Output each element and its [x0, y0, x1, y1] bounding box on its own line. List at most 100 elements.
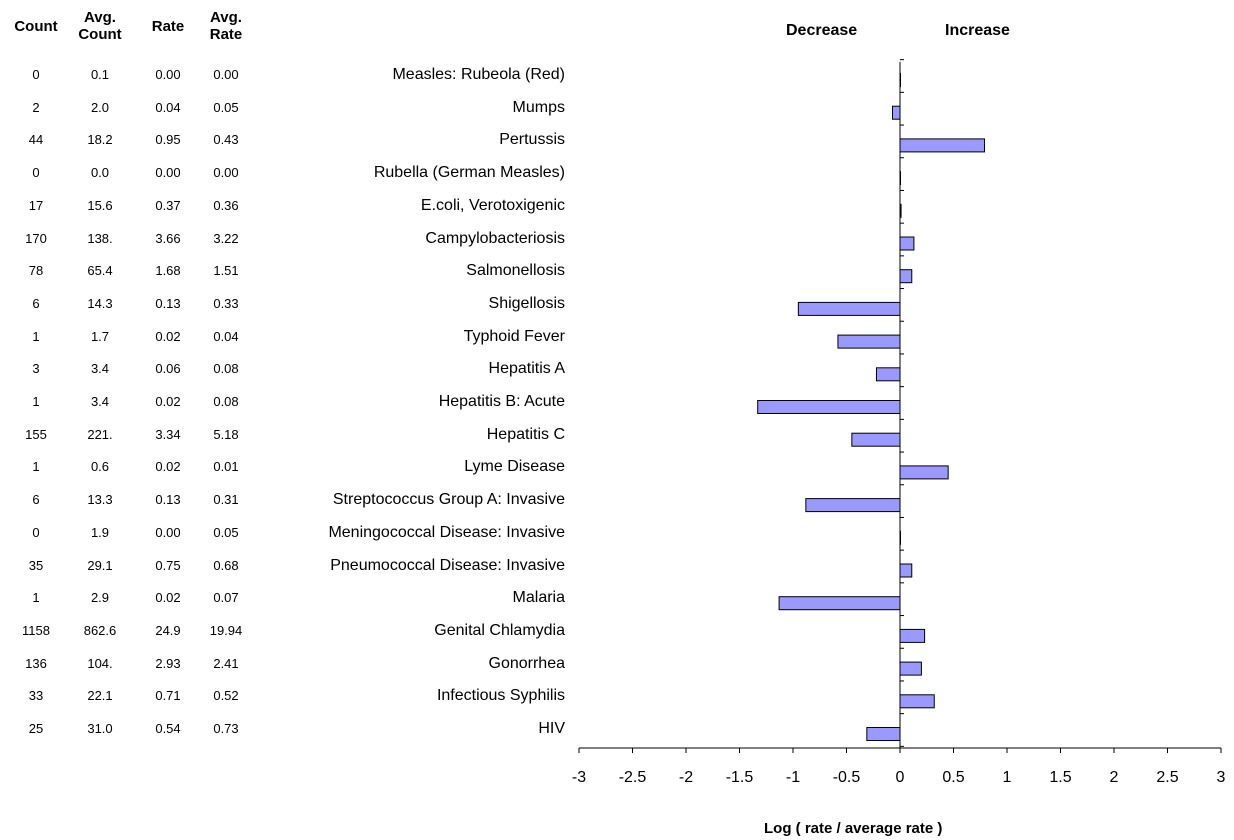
table-cell-avg-rate: 0.05	[213, 99, 239, 115]
category-label: Pertussis	[499, 131, 565, 149]
table-cell-avg-rate: 0.08	[213, 394, 239, 409]
header-count: Count	[14, 18, 58, 35]
header-avg-count: Avg. Count	[78, 9, 122, 43]
bar	[805, 498, 901, 513]
table-cell-rate: 2.93	[155, 655, 181, 671]
table-cell-avg-rate: 1.51	[213, 263, 239, 279]
category-label: Meningococcal Disease: Invasive	[328, 523, 565, 541]
table-cell-avg-count: 65.4	[87, 263, 113, 279]
table-cell-count: 6	[32, 295, 40, 311]
table-cell-avg-rate: 3.22	[213, 230, 239, 246]
table-cell-avg-count: 104.	[87, 655, 113, 671]
bar	[778, 596, 901, 611]
table-cell-avg-rate: 0.36	[213, 197, 239, 213]
table-cell-rate: 0.00	[155, 165, 181, 181]
table-cell-avg-count: 2.0	[90, 99, 110, 115]
table-cell-avg-count: 22.1	[87, 688, 113, 704]
category-label: E.coli, Verotoxigenic	[420, 196, 565, 214]
increase-label: Increase	[945, 22, 1010, 39]
table-cell-avg-count: 2.9	[90, 590, 110, 606]
category-label: Pneumococcal Disease: Invasive	[330, 556, 565, 574]
x-axis-label: Log ( rate / average rate )	[764, 820, 943, 837]
table-cell-avg-count: 14.3	[87, 295, 113, 311]
table-cell-avg-count: 0.1	[90, 67, 110, 82]
x-tick-label: -1.5	[726, 769, 754, 786]
table-cell-avg-rate: 0.43	[213, 132, 239, 148]
table-cell-rate: 24.9	[155, 622, 181, 638]
bar	[899, 563, 913, 578]
table-cell-avg-count: 31.0	[87, 721, 113, 736]
table-cell-avg-count: 0.6	[90, 459, 110, 475]
table-cell-avg-rate: 0.00	[213, 165, 239, 181]
table-cell-avg-rate: 0.05	[213, 524, 239, 540]
table-cell-avg-rate: 0.33	[213, 295, 239, 311]
category-label: HIV	[538, 720, 565, 737]
x-tick-label: -2.5	[619, 769, 647, 786]
x-tick-label: -0.5	[833, 769, 861, 786]
table-cell-count: 6	[32, 492, 40, 508]
table-cell-avg-rate: 0.52	[213, 688, 239, 704]
decrease-label: Decrease	[786, 22, 858, 39]
table-cell-avg-count: 221.	[87, 426, 113, 442]
table-cell-avg-count: 3.4	[90, 361, 110, 377]
table-cell-avg-count: 0.0	[90, 165, 110, 181]
category-label: Mumps	[512, 98, 565, 116]
table-cell-rate: 0.02	[155, 328, 181, 344]
table-cell-avg-count: 3.4	[90, 394, 110, 409]
table-cell-count: 1158	[22, 622, 50, 638]
x-tick-label: 1.5	[1049, 769, 1071, 786]
table-cell-avg-rate: 0.68	[213, 557, 239, 573]
table-cell-avg-count: 1.9	[90, 524, 110, 540]
table-cell-count: 1	[32, 394, 40, 409]
table-cell-rate: 0.37	[155, 197, 181, 213]
table-cell-rate: 0.06	[155, 361, 181, 377]
table-cell-rate: 0.00	[155, 524, 181, 540]
bar	[899, 203, 902, 218]
bar	[899, 694, 935, 709]
table-cell-count: 17	[28, 197, 44, 213]
table-cell-count: 0	[32, 165, 40, 181]
table-cell-avg-count: 15.6	[87, 197, 113, 213]
table-cell-avg-count: 18.2	[87, 132, 113, 148]
table-cell-avg-count: 138.	[87, 230, 113, 246]
table-cell-rate: 0.02	[155, 590, 181, 606]
bar	[837, 334, 901, 349]
category-label: Salmonellosis	[466, 262, 565, 280]
bar	[899, 465, 949, 480]
category-label: Measles: Rubeola (Red)	[392, 66, 565, 83]
table-cell-rate: 0.54	[155, 721, 181, 736]
table-cell-count: 136	[25, 655, 47, 671]
category-label: Lyme Disease	[464, 458, 565, 476]
bar	[866, 727, 901, 741]
table-cell-avg-rate: 0.01	[213, 459, 239, 475]
x-tick-label: 2	[1110, 769, 1119, 786]
x-tick-label: -2	[679, 769, 693, 786]
bar	[899, 530, 901, 545]
table-cell-count: 0	[32, 67, 40, 82]
table-cell-rate: 0.02	[155, 459, 181, 475]
table-cell-avg-rate: 0.07	[213, 590, 239, 606]
table-cell-count: 44	[28, 132, 44, 148]
bar	[851, 432, 901, 447]
table-cell-count: 25	[28, 721, 44, 736]
table-cell-rate: 0.95	[155, 132, 181, 148]
bar	[797, 301, 901, 316]
bar	[899, 236, 915, 251]
table-cell-rate: 0.04	[155, 99, 181, 115]
category-label: Infectious Syphilis	[436, 687, 565, 705]
x-tick-label: 0	[896, 769, 905, 786]
category-label: Hepatitis C	[486, 425, 565, 443]
bar	[899, 661, 922, 676]
table-cell-count: 1	[32, 590, 40, 606]
table-cell-count: 0	[32, 524, 40, 540]
bar	[875, 367, 901, 382]
header-rate: Rate	[151, 18, 185, 35]
category-label: Typhoid Fever	[463, 327, 565, 345]
table-cell-rate: 1.68	[155, 263, 181, 279]
table-cell-rate: 0.13	[155, 492, 181, 508]
table-cell-rate: 0.13	[155, 295, 181, 311]
table-cell-avg-rate: 2.41	[213, 655, 239, 671]
category-label: Shigellosis	[488, 294, 565, 312]
x-tick-label: -3	[572, 769, 586, 786]
